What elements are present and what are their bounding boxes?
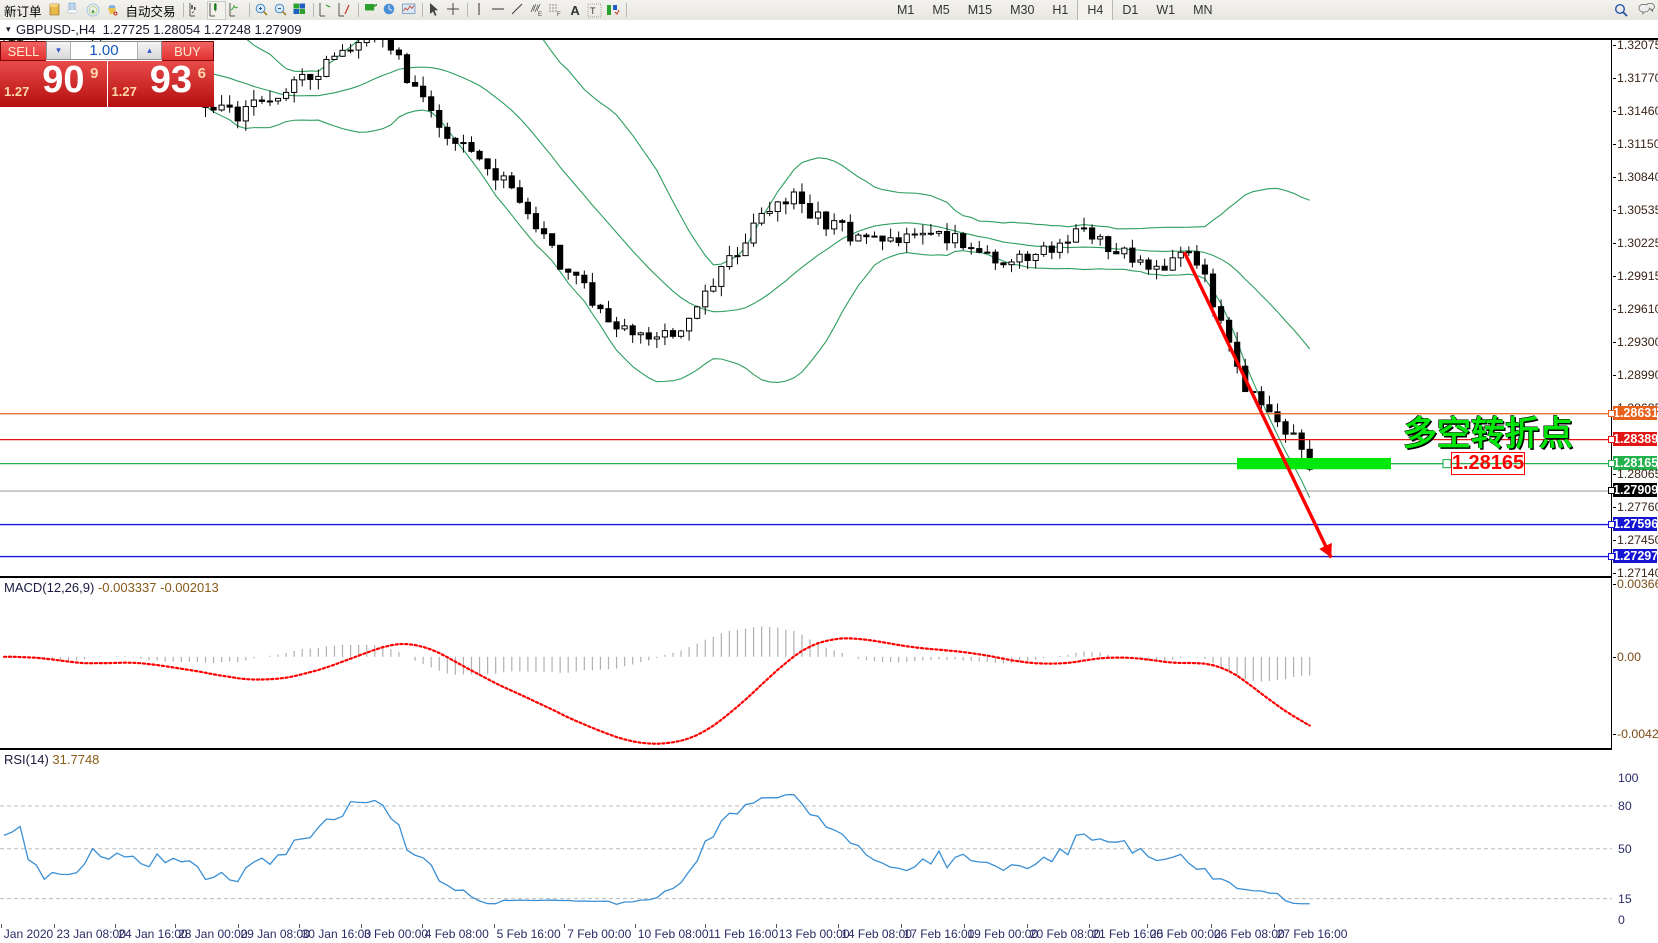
svg-text:E: E xyxy=(538,12,542,18)
svg-text:F: F xyxy=(557,12,561,18)
svg-text:T: T xyxy=(590,6,596,16)
